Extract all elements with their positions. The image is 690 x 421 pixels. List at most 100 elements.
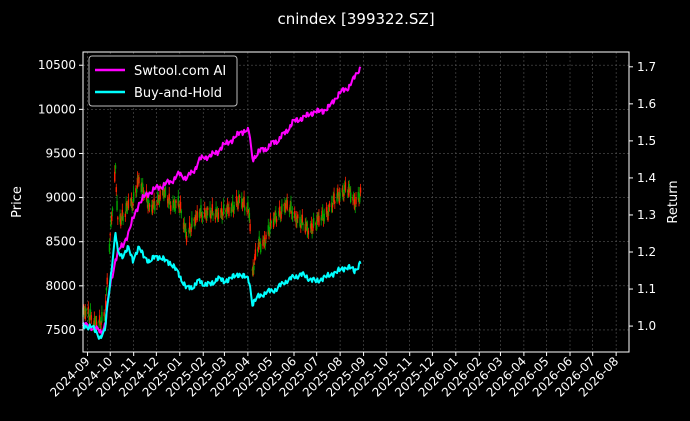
candle-body	[114, 171, 116, 182]
candle-body	[157, 196, 160, 201]
candle-body	[194, 219, 196, 227]
candle-body	[320, 217, 322, 221]
candle-body	[259, 242, 261, 245]
candle-body	[164, 187, 167, 197]
legend-label-buy-and-hold: Buy-and-Hold	[134, 86, 222, 101]
candle-body	[333, 193, 335, 203]
candle-body	[142, 183, 144, 193]
candle-body	[189, 229, 192, 233]
candle-body	[278, 211, 280, 217]
candle-body	[231, 203, 233, 207]
candle-body	[317, 214, 319, 218]
candle-body	[89, 317, 91, 320]
candle-body	[326, 212, 328, 215]
candle-body	[166, 198, 169, 204]
candle-body	[235, 196, 238, 206]
candle-body	[201, 214, 203, 218]
candle-body	[258, 236, 260, 245]
y-left-tick-label: 10000	[38, 102, 76, 116]
legend-box	[88, 55, 238, 107]
candle-body	[210, 210, 213, 214]
candle-body	[228, 207, 230, 216]
candle-body	[332, 195, 335, 202]
candle-body	[148, 200, 150, 210]
candle-body	[216, 209, 218, 212]
candle-body	[145, 190, 148, 201]
candle-body	[309, 224, 312, 229]
candle-body	[283, 204, 285, 207]
candle-body	[219, 210, 222, 213]
candle-body	[179, 207, 181, 212]
candle-body	[236, 202, 238, 205]
candle-body	[288, 209, 291, 213]
candle-body	[268, 231, 270, 234]
y-right-tick-label: 1.0	[637, 319, 656, 333]
candle-body	[100, 322, 102, 325]
candle-body	[247, 210, 250, 213]
candle-body	[227, 205, 229, 207]
candle-body	[337, 193, 340, 197]
candle-body	[138, 177, 140, 184]
candle-body	[318, 215, 320, 226]
y-left-axis: 7500 8000 8500 9000 9500 10000 10500	[38, 58, 83, 337]
candle-body	[257, 243, 260, 250]
candle-body	[111, 208, 114, 212]
candle-body	[207, 207, 209, 210]
candle-body	[242, 198, 245, 202]
candle-body	[359, 187, 362, 193]
y-right-tick-label: 1.6	[637, 97, 656, 111]
candle-body	[214, 213, 217, 220]
candle-body	[338, 193, 341, 204]
candle-body	[169, 200, 171, 204]
y-left-tick-label: 7500	[45, 323, 76, 337]
candle-body	[328, 207, 330, 212]
candle-body	[175, 200, 177, 203]
candle-body	[195, 212, 198, 215]
candle-body	[291, 211, 293, 214]
candle-body	[170, 205, 172, 211]
candle-body	[129, 198, 132, 201]
candle-body	[312, 223, 314, 231]
candle-body	[148, 204, 151, 207]
candle-body	[200, 205, 202, 215]
candle-body	[296, 219, 298, 224]
candle-body	[216, 211, 219, 221]
candle-body	[316, 215, 319, 222]
candle-body	[358, 198, 360, 201]
candle-body	[103, 312, 105, 317]
candle-body	[199, 210, 201, 214]
candle-body	[152, 202, 155, 205]
candle-body	[140, 183, 142, 193]
candle-body	[205, 212, 207, 221]
y-left-tick-label: 8500	[45, 235, 76, 249]
candle-body	[168, 193, 170, 204]
candle-body	[315, 220, 318, 230]
candle-body	[185, 228, 187, 238]
y-right-tick-label: 1.3	[637, 208, 656, 222]
series-lines	[82, 66, 362, 340]
candle-body	[106, 277, 108, 285]
candle-body	[304, 224, 307, 233]
series-line-buy-and-hold	[82, 231, 362, 340]
candle-body	[184, 224, 186, 227]
candle-body	[354, 205, 356, 208]
candle-body	[246, 206, 248, 213]
candle-body	[274, 212, 276, 216]
candle-body	[104, 300, 107, 311]
candle-body	[85, 308, 87, 311]
candle-body	[299, 216, 301, 227]
plot-frame	[82, 51, 630, 353]
candle-body	[198, 212, 201, 218]
candle-body	[157, 192, 159, 202]
candle-body	[225, 209, 227, 212]
candle-body	[178, 204, 180, 209]
candle-body	[321, 210, 323, 217]
candle-body	[163, 191, 165, 199]
candle-body	[109, 233, 111, 236]
candle-body	[337, 188, 339, 196]
candle-body	[352, 196, 354, 201]
candle-body	[331, 204, 334, 208]
candle-body	[83, 306, 85, 310]
candle-body	[263, 237, 266, 248]
y-left-tick-label: 10500	[38, 58, 76, 72]
